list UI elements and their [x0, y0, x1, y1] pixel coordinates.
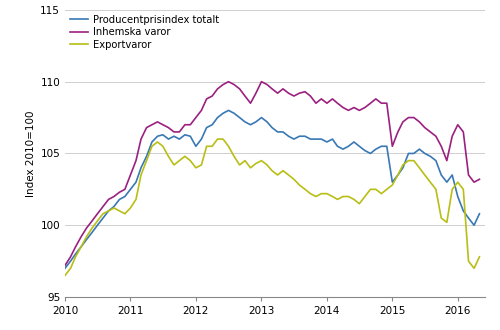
Y-axis label: Index 2010=100: Index 2010=100	[26, 110, 36, 197]
Line: Exportvaror: Exportvaror	[65, 139, 480, 276]
Legend: Producentprisindex totalt, Inhemska varor, Exportvaror: Producentprisindex totalt, Inhemska varo…	[70, 15, 219, 50]
Line: Inhemska varor: Inhemska varor	[65, 82, 480, 265]
Line: Producentprisindex totalt: Producentprisindex totalt	[65, 110, 480, 268]
